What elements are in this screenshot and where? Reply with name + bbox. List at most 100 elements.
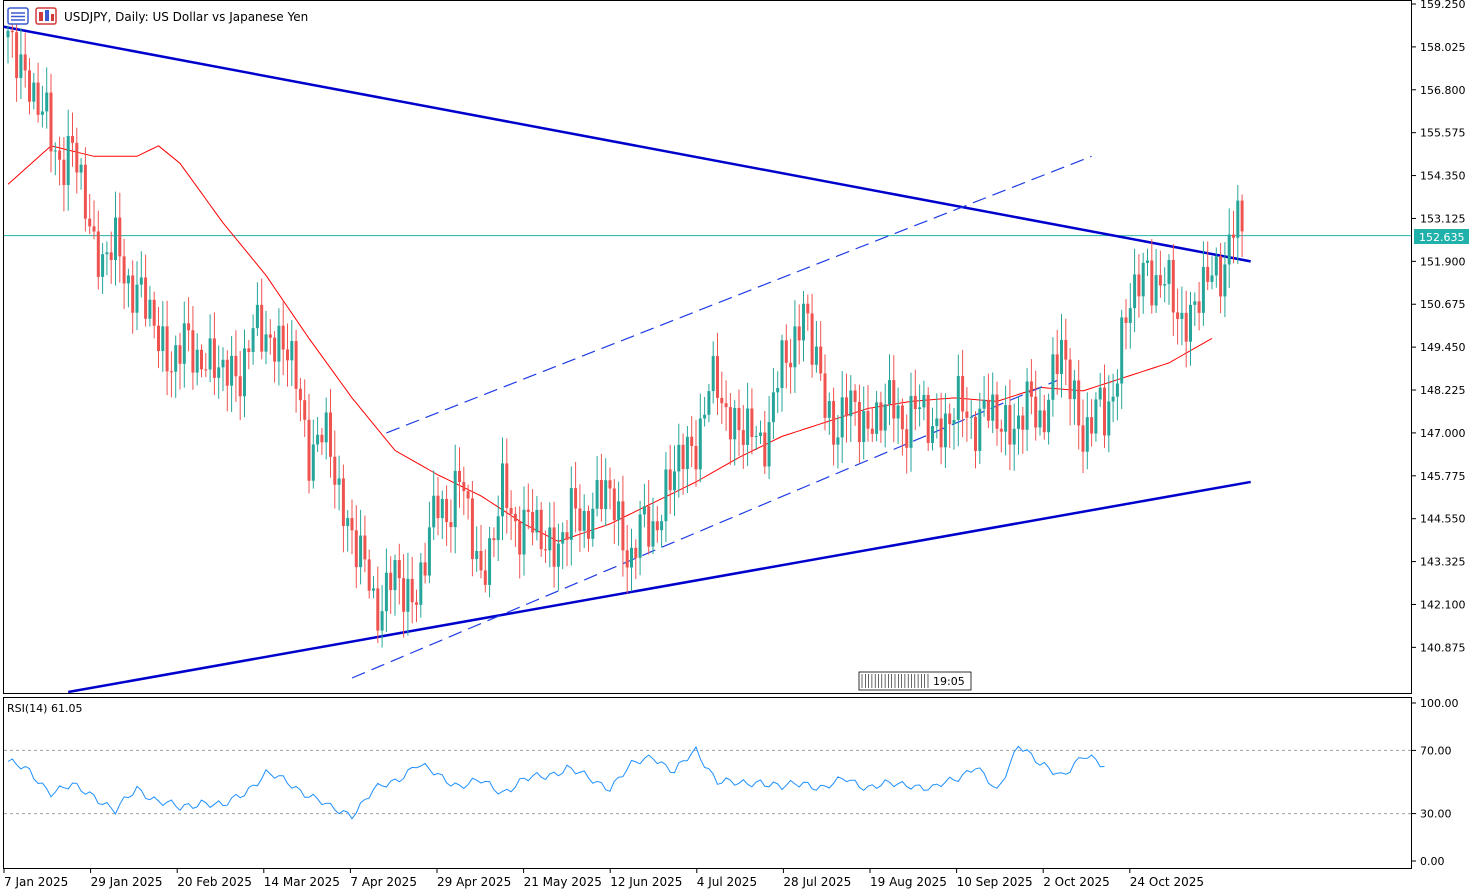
candle-body (148, 299, 152, 319)
candle-body (182, 323, 186, 364)
candle-body (531, 511, 535, 533)
candle-body (544, 549, 547, 551)
candle-body (40, 111, 44, 115)
candle-body (66, 135, 70, 186)
candle-body (255, 304, 259, 329)
candle-body (630, 547, 633, 568)
moving-average-line (7, 145, 1213, 542)
candle-body (62, 159, 66, 186)
candle-body (10, 30, 14, 33)
price-tick-label: 147.000 (1420, 427, 1466, 440)
candle-body (419, 562, 423, 605)
candle-body (187, 323, 191, 331)
candle-body (303, 400, 307, 420)
candle-body (836, 437, 840, 445)
candle-body (208, 338, 212, 370)
candle-body (668, 469, 672, 491)
candle-body (492, 538, 496, 541)
candle-body (883, 404, 887, 431)
candle-body (621, 501, 625, 551)
candle-body (578, 508, 582, 531)
candle-body (1107, 401, 1111, 436)
candles (6, 8, 1244, 648)
candle-body (169, 371, 173, 373)
candle-body (1094, 399, 1098, 434)
candle-body (526, 509, 530, 512)
candle-body (638, 514, 642, 558)
candle-body (15, 32, 19, 79)
candle-body (479, 550, 483, 571)
candle-body (333, 456, 337, 485)
candle-body (440, 498, 444, 519)
candle-body (711, 356, 715, 392)
candle-body (449, 522, 453, 528)
candle-body (114, 217, 117, 260)
candle-body (406, 578, 410, 612)
candle-body (556, 543, 560, 567)
date-tick-label: 29 Jan 2025 (91, 875, 163, 889)
candle-body (1029, 381, 1033, 397)
candle-body (1206, 266, 1210, 282)
candle-body (728, 407, 732, 440)
candle-body (931, 426, 934, 443)
candle-body (565, 532, 569, 540)
candle-body (45, 92, 49, 112)
candle-body (1111, 396, 1115, 402)
price-tick-label: 143.325 (1420, 556, 1466, 569)
candle-body (49, 92, 53, 152)
header: USDJPY, Daily: US Dollar vs Japanese Yen (7, 7, 308, 25)
candle-body (763, 432, 767, 467)
candle-body (1051, 354, 1055, 400)
candle-body (681, 444, 685, 470)
candle-body (965, 411, 969, 418)
candle-body (918, 407, 922, 410)
candle-body (591, 508, 595, 539)
candle-body (716, 356, 719, 398)
candle-body (625, 550, 629, 568)
price-tick-label: 156.800 (1420, 84, 1466, 97)
candle-body (453, 470, 457, 528)
candle-body (415, 602, 418, 605)
rsi-axis: 100.00 70.00 30.00 0.00 (1411, 697, 1459, 868)
candle-body (28, 70, 31, 102)
candle-body (853, 390, 857, 402)
candle-body (784, 340, 788, 363)
candle-body (539, 509, 543, 550)
candle-body (475, 550, 479, 559)
candle-body (1150, 260, 1154, 306)
time-axis: 7 Jan 2025 29 Jan 2025 20 Feb 2025 14 Mar 2… (3, 868, 1204, 889)
candle-body (1103, 387, 1106, 436)
candle-body (608, 480, 612, 489)
candle-body (845, 397, 848, 417)
candle-body (483, 570, 487, 585)
candle-body (71, 135, 74, 143)
candle-body (462, 482, 466, 492)
chart-title: USDJPY, Daily: US Dollar vs Japanese Yen (64, 10, 308, 24)
candle-body (92, 226, 96, 232)
candle-body (268, 334, 272, 338)
bars-chart-icon[interactable] (35, 7, 57, 25)
candle-body (767, 422, 771, 467)
chart-window-icon[interactable] (7, 7, 29, 25)
candle-body (677, 444, 681, 472)
candle-body (466, 491, 470, 499)
candle-body (6, 30, 10, 38)
candle-body (905, 429, 909, 448)
date-tick-label: 20 Feb 2025 (177, 875, 252, 889)
candle-body (832, 401, 836, 445)
candle-body (1098, 387, 1102, 400)
candle-body (655, 521, 659, 531)
candle-body (83, 164, 87, 219)
candle-body (212, 338, 216, 378)
candle-body (956, 376, 960, 420)
candle-body (217, 367, 221, 378)
candle-body (961, 376, 965, 412)
candle-body (664, 469, 668, 522)
candle-body (642, 506, 646, 515)
candle-body (698, 418, 702, 470)
candle-body (1171, 259, 1175, 313)
price-tick-label: 145.775 (1420, 470, 1466, 483)
candle-body (1072, 380, 1076, 400)
candle-body (879, 402, 883, 431)
candle-body (161, 326, 165, 352)
